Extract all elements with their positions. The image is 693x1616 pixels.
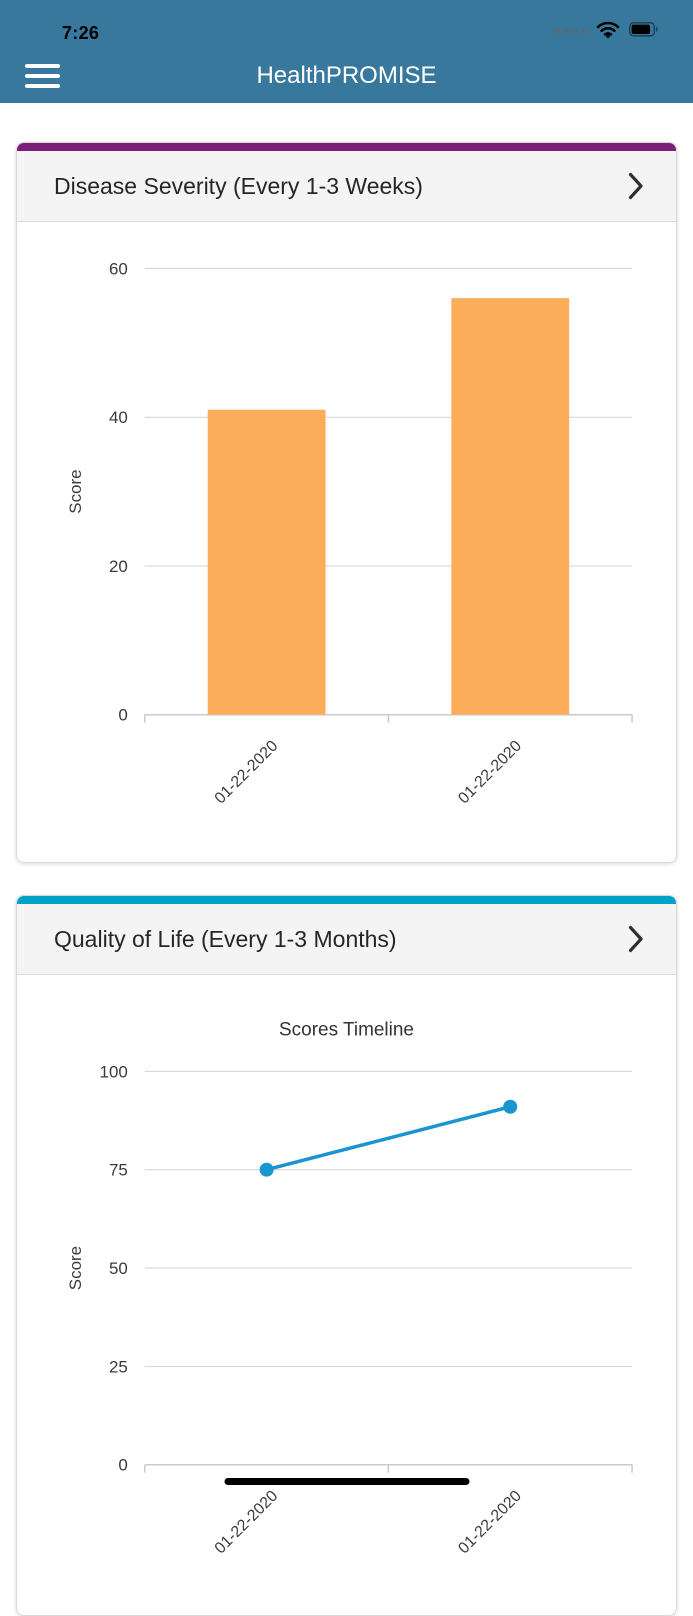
app-header: 7:26 HealthPROM [0,0,693,103]
svg-text:01-22-2020: 01-22-2020 [455,737,525,807]
svg-text:40: 40 [109,408,128,427]
card-title: Quality of Life (Every 1-3 Months) [54,925,397,952]
svg-text:01-22-2020: 01-22-2020 [212,1487,282,1557]
disease-severity-card-header[interactable]: Disease Severity (Every 1-3 Weeks) [17,151,676,222]
svg-text:Scores Timeline: Scores Timeline [279,1019,414,1040]
svg-text:Score: Score [66,469,85,513]
status-icons [555,20,659,46]
svg-text:0: 0 [118,706,127,725]
page-title: HealthPROMISE [256,61,437,89]
card-accent-bar [17,896,676,904]
svg-text:75: 75 [109,1161,128,1180]
svg-text:25: 25 [109,1357,128,1376]
svg-text:Score: Score [66,1246,85,1290]
status-bar: 7:26 [0,0,693,48]
menu-button[interactable] [25,54,61,98]
chevron-right-icon[interactable] [628,172,644,200]
svg-text:01-22-2020: 01-22-2020 [212,737,282,807]
svg-text:50: 50 [109,1259,128,1278]
svg-text:100: 100 [100,1062,128,1081]
chevron-right-icon[interactable] [628,925,644,953]
card-accent-bar [17,143,676,151]
nav-bar: HealthPROMISE [0,48,693,103]
home-indicator[interactable] [224,1478,469,1485]
quality-of-life-line-chart: Scores Timeline 0 25 50 75 100 Score 01-22-2020… [66,1019,633,1557]
battery-icon [629,21,659,42]
svg-text:60: 60 [109,259,128,278]
disease-severity-bar-chart: 0 20 40 60 Score 01-22-2020 01-22-2020 [66,259,633,807]
quality-of-life-card: Quality of Life (Every 1-3 Months) Score… [16,895,677,1616]
disease-severity-chart-area: 0 20 40 60 Score 01-22-2020 01-22-2020 [17,222,676,862]
wifi-icon [596,20,620,43]
disease-severity-card: Disease Severity (Every 1-3 Weeks) 0 20 40… [16,142,677,863]
svg-text:01-22-2020: 01-22-2020 [455,1487,525,1557]
svg-text:20: 20 [109,557,128,576]
quality-of-life-card-header[interactable]: Quality of Life (Every 1-3 Months) [17,904,676,975]
status-time: 7:26 [62,23,100,43]
menu-icon [25,63,60,68]
cellular-signal-icon [555,29,587,34]
svg-text:0: 0 [118,1456,127,1475]
quality-of-life-chart-area: Scores Timeline 0 25 50 75 100 Score 01-22-2020… [17,975,676,1615]
card-title: Disease Severity (Every 1-3 Weeks) [54,172,423,199]
